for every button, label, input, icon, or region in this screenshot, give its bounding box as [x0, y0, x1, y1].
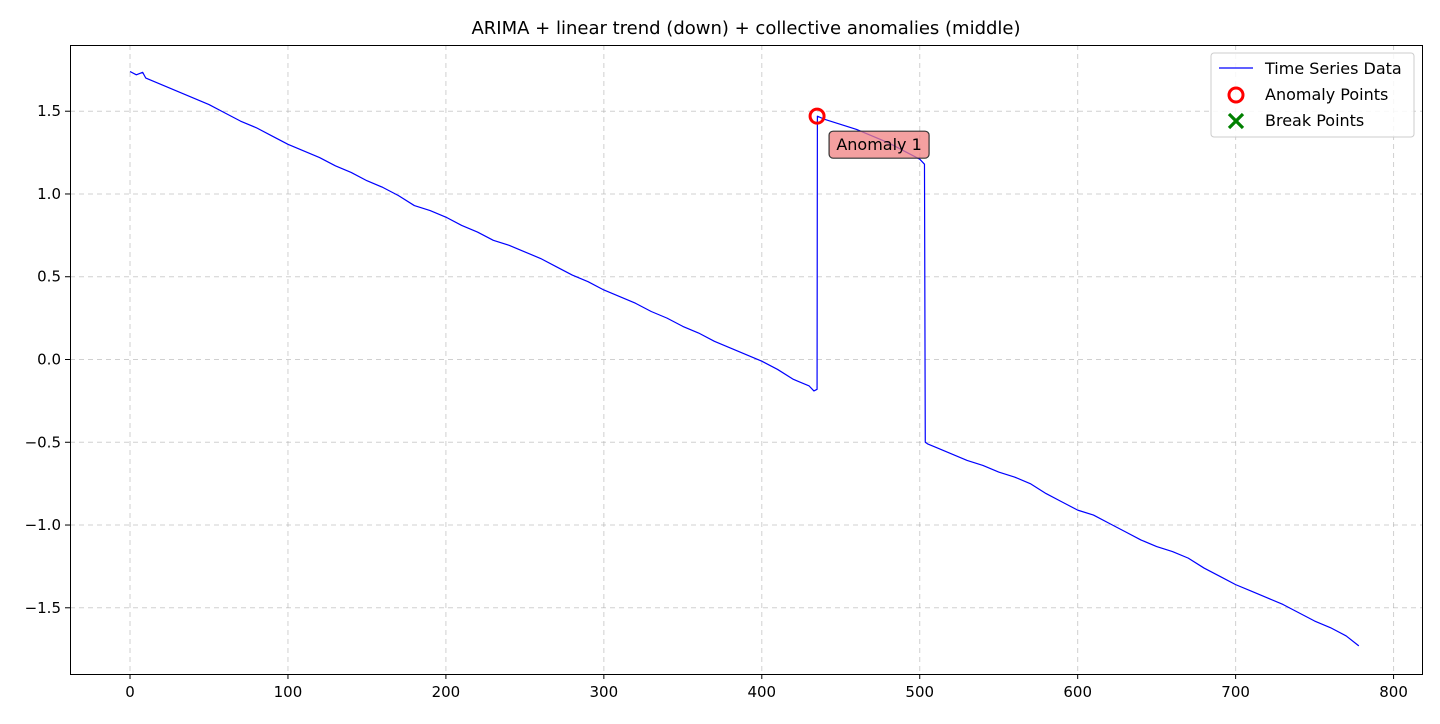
- legend-label-break: Break Points: [1265, 111, 1364, 130]
- y-tick-label: −1.0: [25, 516, 61, 534]
- y-tick-label: 1.0: [37, 185, 61, 203]
- x-tick-label: 600: [1063, 683, 1092, 701]
- y-tick-label: 1.5: [37, 102, 61, 120]
- y-tick-label: −1.5: [25, 599, 61, 617]
- axis-ticks: 0 100 200 300 400 500 600 700 800 −1.5 −1.0 −0.5 0.0…: [25, 102, 1408, 701]
- x-tick-label: 200: [432, 683, 461, 701]
- annotation-layer: Anomaly 1: [828, 130, 930, 159]
- legend-label-series: Time Series Data: [1264, 59, 1402, 78]
- legend-break-marker: [1227, 112, 1245, 130]
- y-tick-label: 0.0: [37, 351, 61, 369]
- legend-label-anomaly: Anomaly Points: [1265, 85, 1388, 104]
- anomaly-point: [808, 107, 826, 125]
- x-tick-label: 100: [274, 683, 303, 701]
- chart-title: ARIMA + linear trend (down) + collective…: [471, 18, 1020, 39]
- y-tick-label: 0.5: [37, 268, 61, 286]
- y-tick-label: −0.5: [25, 433, 61, 451]
- x-tick-label: 800: [1379, 683, 1408, 701]
- grid-lines: [70, 45, 1422, 674]
- plot-area-frame: [70, 45, 1423, 675]
- series-line: [129, 70, 1360, 647]
- series-layer: [129, 70, 1360, 647]
- x-tick-label: 0: [125, 683, 135, 701]
- legend-anomaly-marker: [1227, 86, 1245, 104]
- x-tick-label: 400: [747, 683, 776, 701]
- legend-frame: [1210, 52, 1415, 138]
- annotation-box: [828, 130, 930, 159]
- annotation-label: Anomaly 1: [836, 135, 921, 154]
- x-tick-label: 700: [1221, 683, 1250, 701]
- marker-layer: [808, 107, 826, 125]
- x-tick-label: 500: [905, 683, 934, 701]
- x-tick-label: 300: [590, 683, 619, 701]
- legend: Time Series Data Anomaly Points Break Po…: [1210, 52, 1415, 138]
